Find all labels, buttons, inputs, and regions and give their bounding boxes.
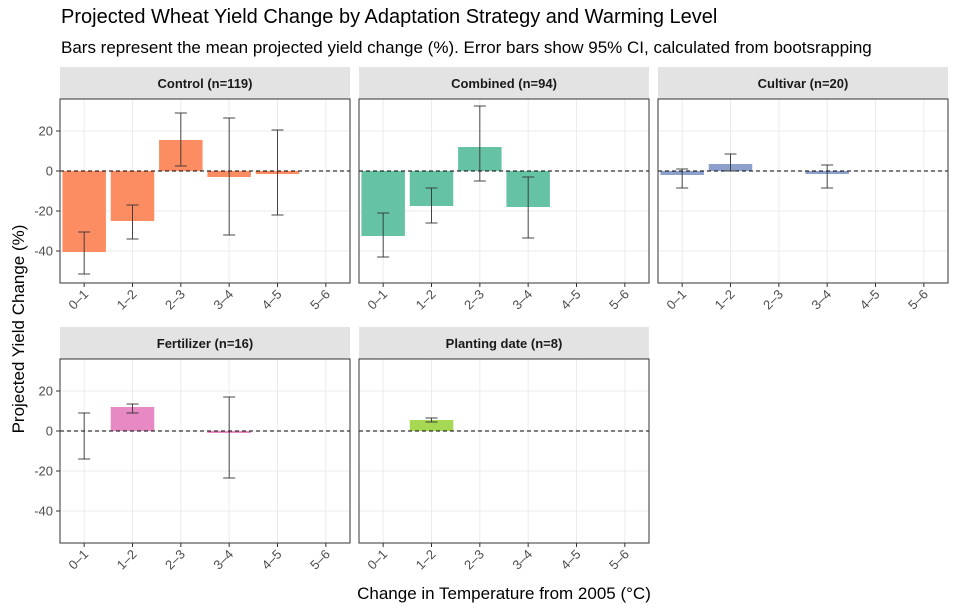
y-tick-label: -40 — [34, 244, 53, 259]
x-tick-label: 0–1 — [663, 287, 689, 313]
x-tick-label: 2–3 — [162, 547, 188, 573]
facet-label: Combined (n=94) — [451, 76, 557, 91]
x-tick-label: 0–1 — [364, 287, 390, 313]
y-tick-label: 0 — [46, 424, 53, 439]
panel-background — [658, 99, 948, 283]
x-tick-label: 4–5 — [259, 287, 285, 313]
facet-panel: Control (n=119) 20 0 -20 -40 0–1 1–2 2–3 3–4 4–5 5… — [34, 67, 351, 313]
error-bar — [223, 117, 236, 236]
facet-strip — [60, 327, 350, 359]
x-tick-label: 1–2 — [114, 287, 140, 313]
x-tick-label: 5–6 — [307, 547, 333, 573]
facet-label: Fertilizer (n=16) — [157, 336, 253, 351]
facet-strip — [60, 67, 350, 99]
x-tick-label: 3–4 — [509, 547, 535, 573]
facet-strip — [658, 67, 948, 99]
chart-title: Projected Wheat Yield Change by Adaptati… — [61, 6, 718, 28]
error-bar — [676, 168, 689, 189]
x-tick-label: 5–6 — [606, 547, 632, 573]
x-tick-label: 1–2 — [114, 547, 140, 573]
x-tick-label: 5–6 — [905, 287, 931, 313]
x-tick-label: 4–5 — [558, 547, 584, 573]
panel-background — [60, 359, 350, 543]
facet-panel: Cultivar (n=20) 0–1 1–2 2–3 3–4 4–5 5–6 — [657, 67, 949, 313]
error-bar — [425, 417, 438, 423]
x-tick-label: 5–6 — [307, 287, 333, 313]
facet-strip — [359, 327, 649, 359]
x-tick-label: 0–1 — [65, 547, 91, 573]
x-tick-label: 0–1 — [364, 547, 390, 573]
x-tick-label: 2–3 — [461, 547, 487, 573]
y-tick-label: 20 — [39, 384, 53, 399]
x-tick-label: 2–3 — [162, 287, 188, 313]
error-bar — [78, 231, 91, 275]
error-bar — [126, 204, 139, 240]
x-tick-label: 3–4 — [808, 287, 834, 313]
x-tick-label: 1–2 — [712, 287, 738, 313]
panel-border — [59, 358, 351, 544]
facet-label: Cultivar (n=20) — [758, 76, 849, 91]
facet-strip — [359, 67, 649, 99]
x-tick-label: 2–3 — [461, 287, 487, 313]
x-tick-label: 0–1 — [65, 287, 91, 313]
x-tick-label: 3–4 — [210, 547, 236, 573]
error-bar — [126, 403, 139, 414]
x-tick-label: 4–5 — [558, 287, 584, 313]
y-axis-title: Projected Yield Change (%) — [9, 225, 28, 434]
error-bar — [821, 164, 834, 189]
facet-label: Control (n=119) — [158, 76, 253, 91]
y-tick-label: 20 — [39, 124, 53, 139]
panel-background — [60, 99, 350, 283]
x-tick-label: 4–5 — [857, 287, 883, 313]
panel-border — [59, 98, 351, 284]
x-tick-label: 1–2 — [413, 287, 439, 313]
panel-border — [358, 98, 650, 284]
facet-panel: Planting date (n=8) 0–1 1–2 2–3 3–4 4–5 5–6 — [358, 327, 650, 573]
panel-background — [359, 99, 649, 283]
y-tick-label: -40 — [34, 504, 53, 519]
panel-background — [359, 359, 649, 543]
error-bar — [174, 112, 187, 167]
error-bar — [271, 129, 284, 216]
facet-label: Planting date (n=8) — [446, 336, 563, 351]
x-tick-label: 5–6 — [606, 287, 632, 313]
chart-subtitle: Bars represent the mean projected yield … — [61, 38, 872, 57]
x-tick-label: 2–3 — [760, 287, 786, 313]
x-axis-title: Change in Temperature from 2005 (°C) — [357, 584, 651, 603]
panel-border — [657, 98, 949, 284]
facet-panel: Fertilizer (n=16) 20 0 -20 -40 0–1 1–2 2–3 3–4 4–… — [34, 327, 351, 573]
y-tick-label: -20 — [34, 464, 53, 479]
error-bar — [473, 105, 486, 182]
x-tick-label: 3–4 — [210, 287, 236, 313]
error-bar — [425, 187, 438, 224]
error-bar — [223, 396, 236, 479]
error-bar — [78, 412, 91, 460]
panel-border — [358, 358, 650, 544]
y-tick-label: 0 — [46, 164, 53, 179]
facet-panel: Combined (n=94) 0–1 1–2 2–3 3–4 4–5 5–6 — [358, 67, 650, 313]
error-bar — [724, 153, 737, 172]
x-tick-label: 1–2 — [413, 547, 439, 573]
y-tick-label: -20 — [34, 204, 53, 219]
x-tick-label: 4–5 — [259, 547, 285, 573]
error-bar — [522, 176, 535, 239]
x-tick-label: 3–4 — [509, 287, 535, 313]
error-bar — [377, 212, 390, 258]
bar — [409, 420, 454, 431]
